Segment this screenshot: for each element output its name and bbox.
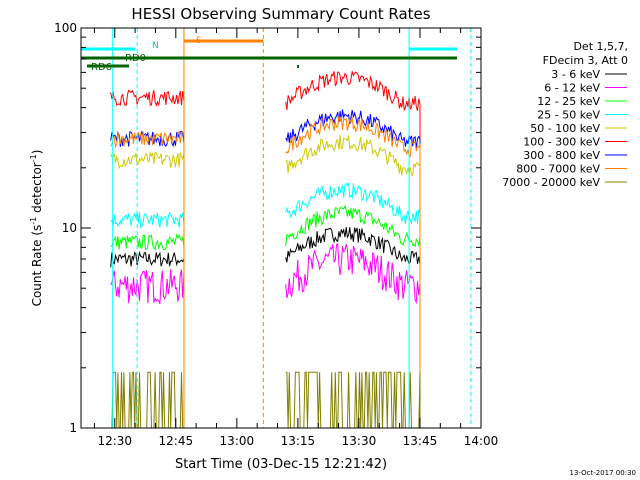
- x-tick-label: 12:30: [97, 434, 132, 448]
- night-flag-label: N: [152, 41, 159, 51]
- rd6-flag-dot: [297, 65, 299, 68]
- x-tick-label: 14:00: [464, 434, 499, 448]
- series-line-2: [110, 243, 421, 428]
- legend-label-1: 3 - 6 keV: [551, 68, 600, 81]
- saa-flag-label: S: [196, 36, 202, 46]
- x-tick-label: 13:00: [220, 434, 255, 448]
- series-line-3: [110, 204, 421, 428]
- legend-label-2: 6 - 12 keV: [544, 82, 600, 95]
- y-axis-label-sup: -1: [29, 217, 38, 225]
- legend-label-6: 100 - 300 keV: [523, 136, 600, 149]
- rd0-flag-label: RD0: [125, 53, 146, 64]
- legend-label-4: 25 - 50 keV: [537, 109, 600, 122]
- y-tick-label: 10: [62, 221, 77, 235]
- legend-label-9: 7000 - 20000 keV: [502, 176, 600, 189]
- legend-label-3: 12 - 25 keV: [537, 95, 600, 108]
- plot-frame: [80, 27, 482, 429]
- y-axis-label-part: Count Rate (s: [30, 225, 44, 307]
- legend-label-8: 800 - 7000 keV: [516, 163, 600, 176]
- series-line-5: [110, 135, 421, 428]
- y-axis-label-part: detector: [30, 162, 44, 217]
- series-line-4: [110, 182, 421, 428]
- legend-label-7: 300 - 800 keV: [523, 149, 600, 162]
- legend-header-2: FDecim 3, Att 0: [543, 54, 628, 67]
- x-tick-label: 13:30: [342, 434, 377, 448]
- y-axis-label-sup: -1: [29, 154, 38, 162]
- y-axis-label: Count Rate (s-1 detector-1): [29, 150, 44, 307]
- series-line-9: [110, 371, 421, 429]
- y-tick-label: 100: [54, 21, 77, 35]
- legend-header-1: Det 1,5,7,: [573, 40, 628, 53]
- legend-label-5: 50 - 100 keV: [530, 122, 600, 135]
- series-line-7: [110, 109, 421, 428]
- footer-date: 13-Oct-2017 00:30: [570, 469, 636, 477]
- x-axis-label: Start Time (03-Dec-15 12:21:42): [175, 457, 387, 472]
- series-line-8: [110, 115, 421, 428]
- x-tick-label: 13:45: [403, 434, 438, 448]
- plot-area: N S RD0 RD6 1 10 100 12:30 12:45 13:00 13:15 13:30 1…: [54, 21, 627, 448]
- chart-title: HESSI Observing Summary Count Rates: [131, 5, 430, 23]
- series-line-1: [110, 227, 421, 428]
- y-axis-label-part: ): [30, 150, 44, 155]
- rd6-flag-label: RD6: [91, 62, 112, 73]
- series-line-6: [110, 71, 421, 428]
- x-tick-label: 13:15: [281, 434, 316, 448]
- y-tick-label: 1: [69, 421, 77, 435]
- x-tick-label: 12:45: [159, 434, 194, 448]
